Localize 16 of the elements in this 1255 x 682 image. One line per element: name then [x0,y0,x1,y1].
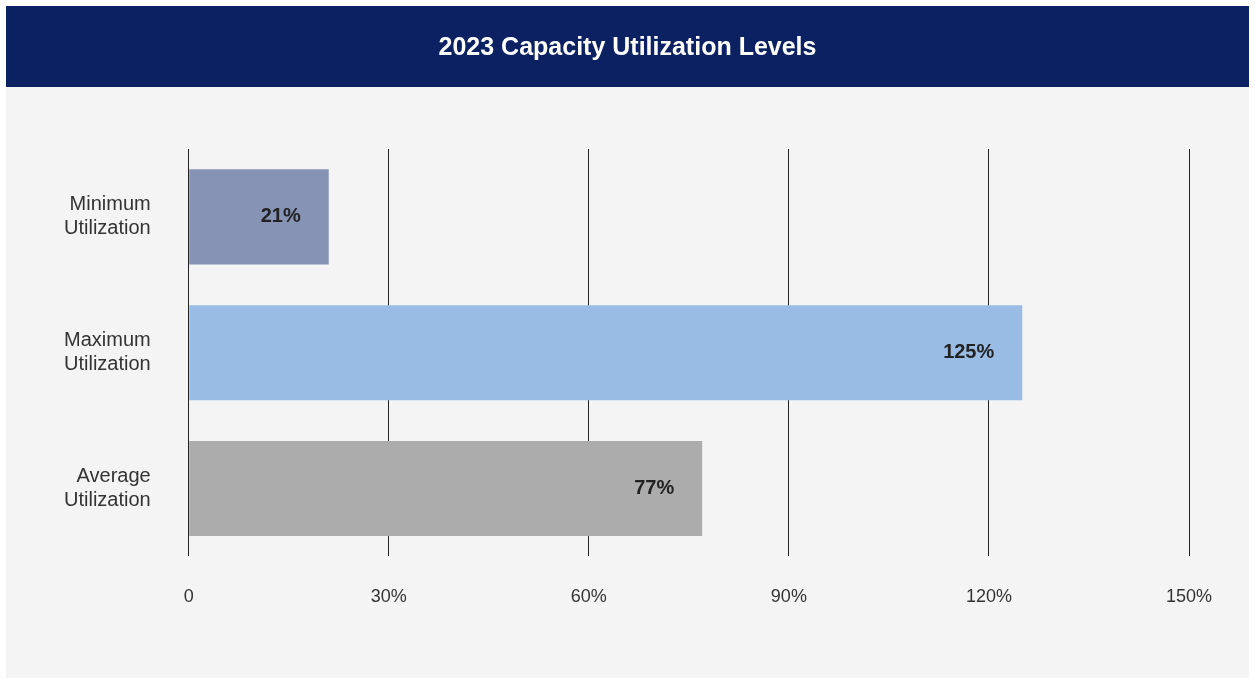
x-tick-label: 150% [1165,586,1213,607]
x-tick-label: 0 [183,586,194,607]
data-label: 77% [634,476,675,499]
data-label: 21% [260,204,301,227]
y-tick-label: Maximum Utilization [64,328,151,375]
bar [189,440,703,537]
x-tick-label: 60% [570,586,607,607]
y-tick-label: Minimum Utilization [64,192,151,239]
data-label: 125% [943,340,995,363]
y-tick-label: Average Utilization [64,464,151,511]
x-tick-label: 120% [965,586,1012,607]
bar [189,169,329,265]
bar [189,305,1023,401]
x-tick-label: 90% [770,586,807,607]
x-tick-label: 30% [370,586,407,607]
chart-title: 2023 Capacity Utilization Levels [6,6,1249,87]
